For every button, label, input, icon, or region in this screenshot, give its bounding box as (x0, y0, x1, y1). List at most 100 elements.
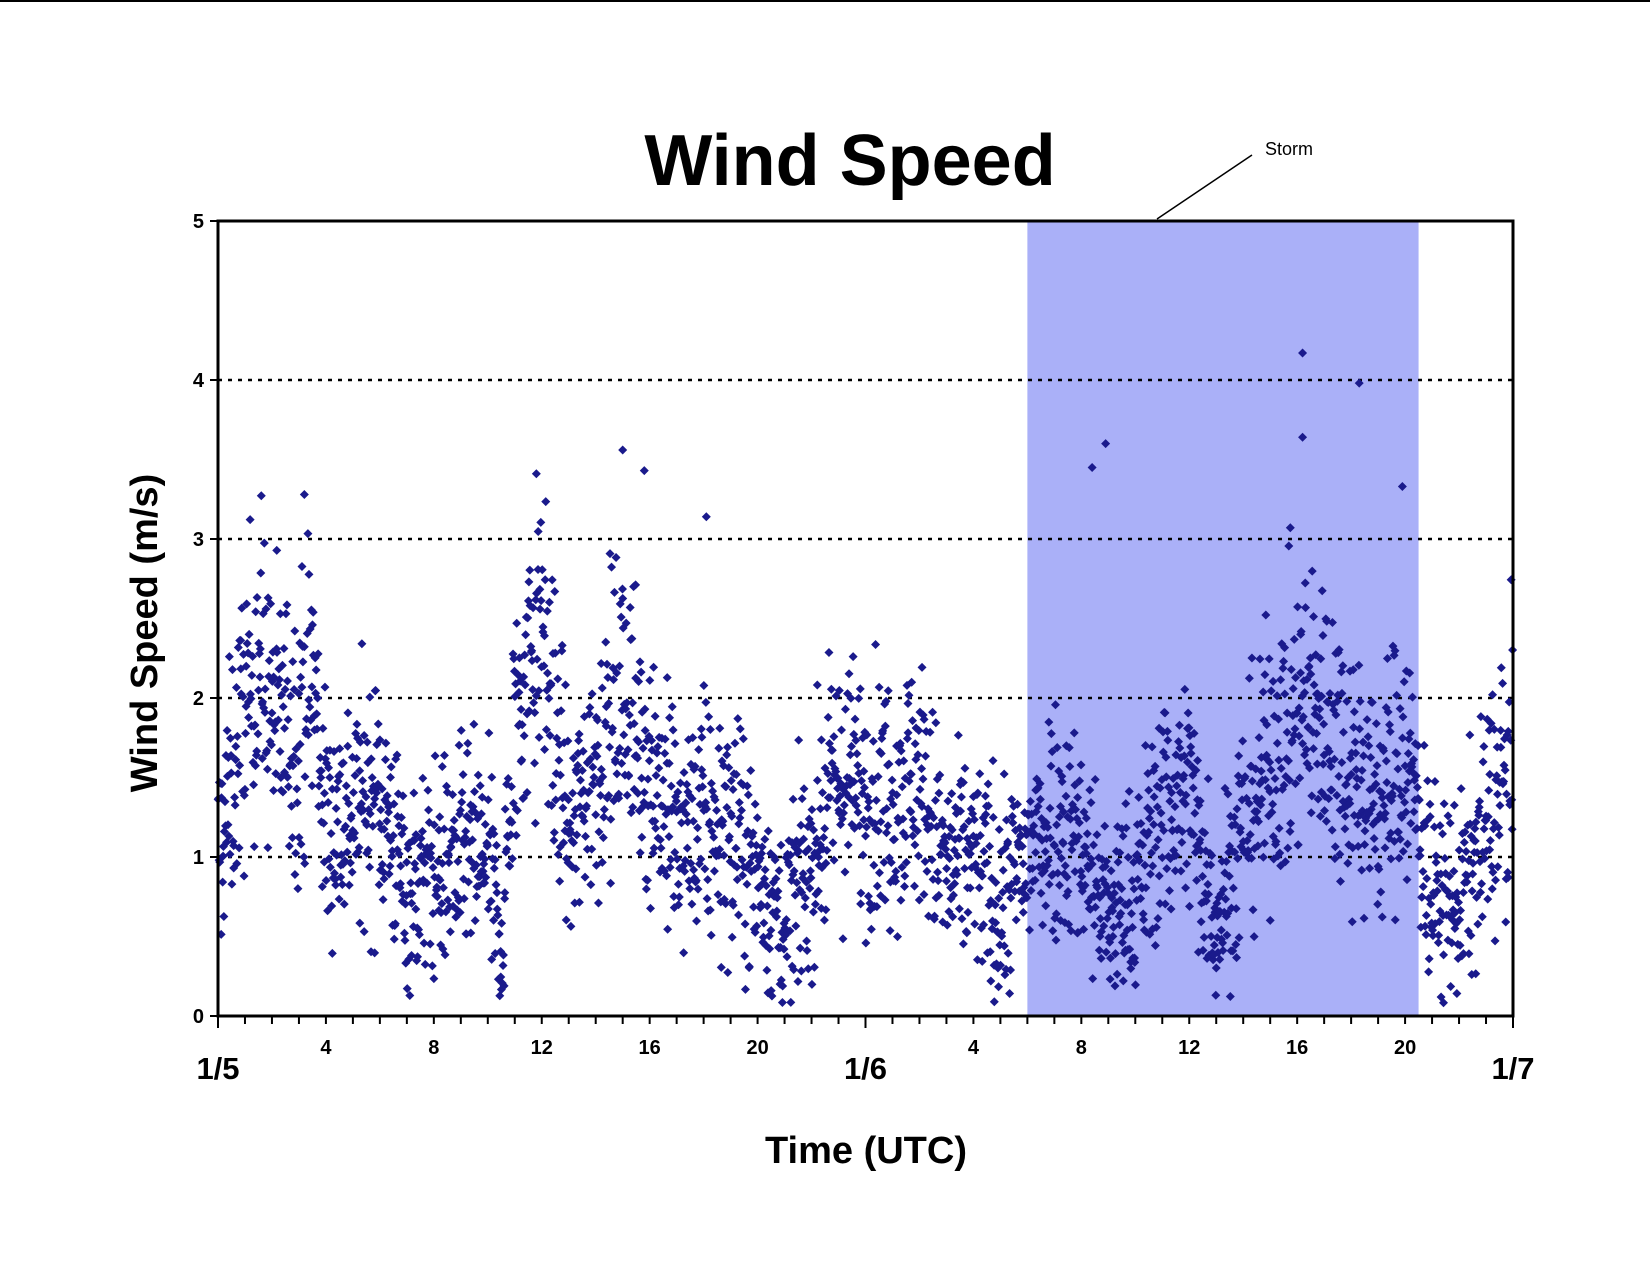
data-point (983, 779, 993, 789)
data-point (512, 805, 522, 815)
data-point (269, 785, 279, 795)
data-point (834, 686, 844, 696)
data-point (869, 860, 879, 870)
data-point (1055, 880, 1065, 890)
data-point (359, 927, 369, 937)
data-point (1372, 761, 1382, 771)
data-point (264, 656, 274, 666)
data-point (950, 879, 960, 889)
data-point (1477, 912, 1487, 922)
data-point (294, 689, 304, 699)
storm-annotation-label: Storm (1265, 139, 1313, 159)
data-point (1456, 905, 1466, 915)
data-point (336, 872, 346, 882)
data-point (1195, 835, 1205, 845)
data-point (493, 910, 503, 920)
data-point (1274, 755, 1284, 765)
data-point (734, 910, 744, 920)
data-point (1439, 799, 1449, 809)
data-point (1351, 765, 1361, 775)
data-point (298, 657, 308, 667)
data-point (596, 790, 606, 800)
data-point (1401, 807, 1411, 817)
data-point (1313, 794, 1323, 804)
data-point (1256, 800, 1266, 810)
data-point (1268, 676, 1278, 686)
data-point (290, 626, 300, 636)
data-point (731, 843, 741, 853)
data-point (971, 838, 981, 848)
data-point (722, 802, 732, 812)
data-point (341, 781, 351, 791)
data-point (748, 828, 758, 838)
data-point (733, 714, 743, 724)
data-point (1462, 877, 1472, 887)
data-point (714, 743, 724, 753)
data-point (418, 773, 428, 783)
data-point (1057, 771, 1067, 781)
x-tick-label: 12 (1178, 1037, 1200, 1059)
data-point (1392, 749, 1402, 759)
data-point (1374, 864, 1384, 874)
data-point (587, 689, 597, 699)
data-point (225, 849, 235, 859)
data-point (546, 679, 556, 689)
data-point (1105, 974, 1115, 984)
data-point (732, 875, 742, 885)
data-point (1361, 816, 1371, 826)
data-point (355, 737, 365, 747)
data-point (1149, 792, 1159, 802)
data-point (275, 609, 285, 619)
data-point (700, 864, 710, 874)
data-point (1140, 740, 1150, 750)
data-point (1181, 883, 1191, 893)
data-point (370, 948, 380, 958)
data-point (928, 707, 938, 717)
data-point (1383, 707, 1393, 717)
data-point (385, 772, 395, 782)
data-point (887, 775, 897, 785)
data-point (1017, 841, 1027, 851)
data-point (1468, 869, 1478, 879)
data-point (798, 869, 808, 879)
data-point (1153, 835, 1163, 845)
data-point (667, 702, 677, 712)
data-point (459, 894, 469, 904)
data-point (1334, 645, 1344, 655)
data-point (559, 838, 569, 848)
data-point (1081, 849, 1091, 859)
data-point (574, 729, 584, 739)
data-point (1109, 888, 1119, 898)
data-point (1060, 861, 1070, 871)
data-point (1144, 827, 1154, 837)
data-point (740, 984, 750, 994)
data-point (1425, 799, 1435, 809)
data-point (880, 721, 890, 731)
data-point (611, 552, 621, 562)
data-point (1336, 667, 1346, 677)
data-point (1439, 950, 1449, 960)
data-point (354, 843, 364, 853)
data-point (273, 715, 283, 725)
data-point (813, 886, 823, 896)
data-point (735, 813, 745, 823)
data-point (1424, 954, 1434, 964)
data-point (1043, 822, 1053, 832)
data-point (387, 851, 397, 861)
data-point (881, 696, 891, 706)
data-point (358, 776, 368, 786)
data-point (1411, 771, 1421, 781)
data-point (366, 754, 376, 764)
data-point (467, 835, 477, 845)
data-point (1079, 924, 1089, 934)
data-point (588, 780, 598, 790)
data-point (767, 991, 777, 1001)
data-point (489, 829, 499, 839)
data-point (929, 813, 939, 823)
data-point (615, 661, 625, 671)
data-point (662, 673, 672, 683)
data-point (977, 871, 987, 881)
data-point (1138, 909, 1148, 919)
data-point (1118, 976, 1128, 986)
data-point (868, 736, 878, 746)
